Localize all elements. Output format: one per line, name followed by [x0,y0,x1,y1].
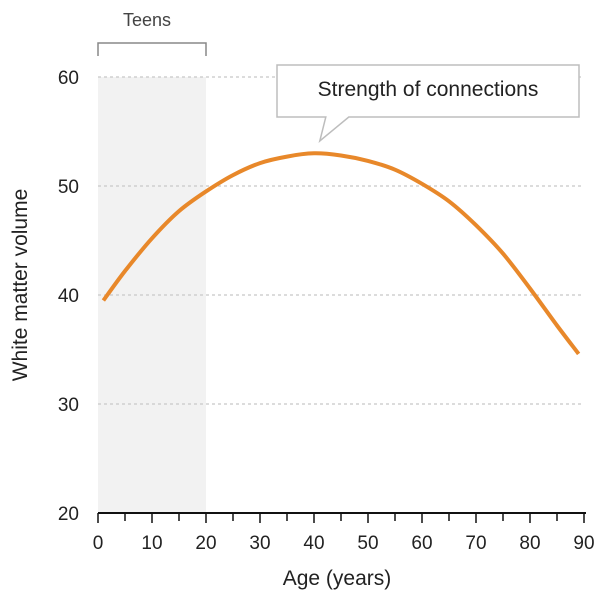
y-tick-label: 60 [58,68,79,89]
x-tick-label: 70 [465,533,486,554]
callout-bubble [276,64,580,144]
x-tick-label: 50 [357,533,378,554]
white-matter-series-line [101,151,581,356]
x-tick-label: 40 [303,533,324,554]
y-axis-title: White matter volume [9,189,32,382]
y-tick-label: 30 [58,395,79,416]
x-tick-label: 30 [249,533,270,554]
y-tick-label: 40 [58,286,79,307]
x-tick-label: 20 [195,533,216,554]
x-tick-label: 80 [519,533,540,554]
x-tick-label: 10 [141,533,162,554]
axis-layer [97,512,586,523]
teens-label: Teens [123,10,171,30]
series-layer [101,151,581,356]
y-tick-label: 50 [58,177,79,198]
label-layer: 0 10 20 30 40 50 60 70 80 90 20 30 40 50 60 Age (years)… [9,68,595,590]
annotation-layer: Strength of connections [276,64,580,144]
teens-bracket [97,42,207,56]
y-tick-label: 20 [58,504,79,525]
x-tick-label: 0 [93,533,104,554]
callout-label: Strength of connections [318,78,539,101]
x-tick-label: 60 [411,533,432,554]
x-axis-title: Age (years) [283,567,392,590]
highlight-band-layer: Teens [97,10,207,513]
x-tick-label: 90 [573,533,594,554]
